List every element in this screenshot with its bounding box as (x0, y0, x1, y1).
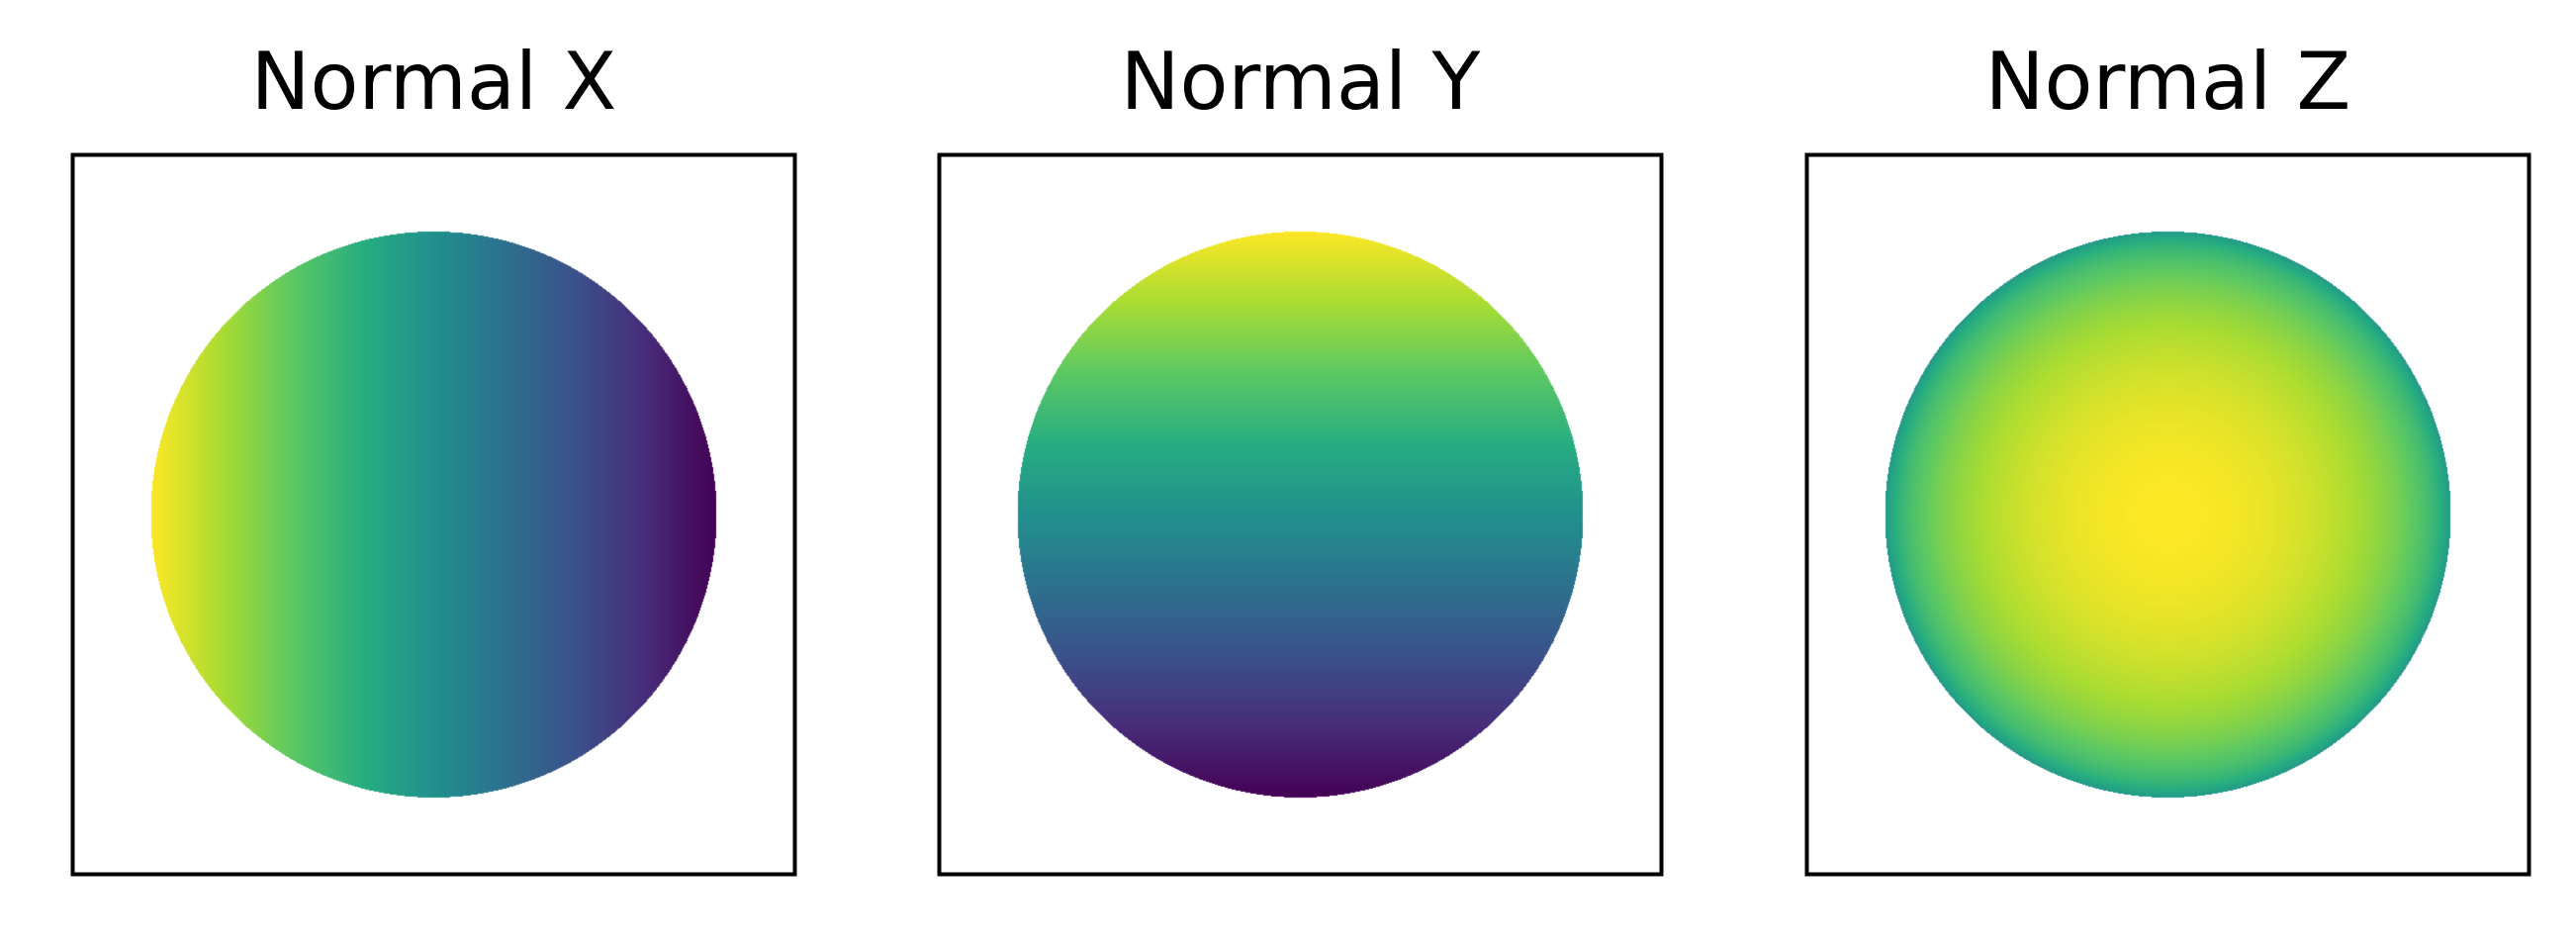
normal-x-frame (70, 152, 797, 877)
normal-y-image (938, 153, 1663, 876)
panel-normal-y (937, 152, 1664, 877)
normal-z-image (1805, 153, 2530, 876)
panel-title-normal-y: Normal Y (1120, 36, 1481, 128)
normal-z-frame (1804, 152, 2531, 877)
panel-title-normal-x: Normal X (250, 36, 617, 128)
panel-title-normal-z: Normal Z (1984, 36, 2351, 128)
panel-normal-x (70, 152, 797, 877)
normal-x-image (71, 153, 796, 876)
normal-y-frame (937, 152, 1664, 877)
panel-normal-z (1804, 152, 2531, 877)
